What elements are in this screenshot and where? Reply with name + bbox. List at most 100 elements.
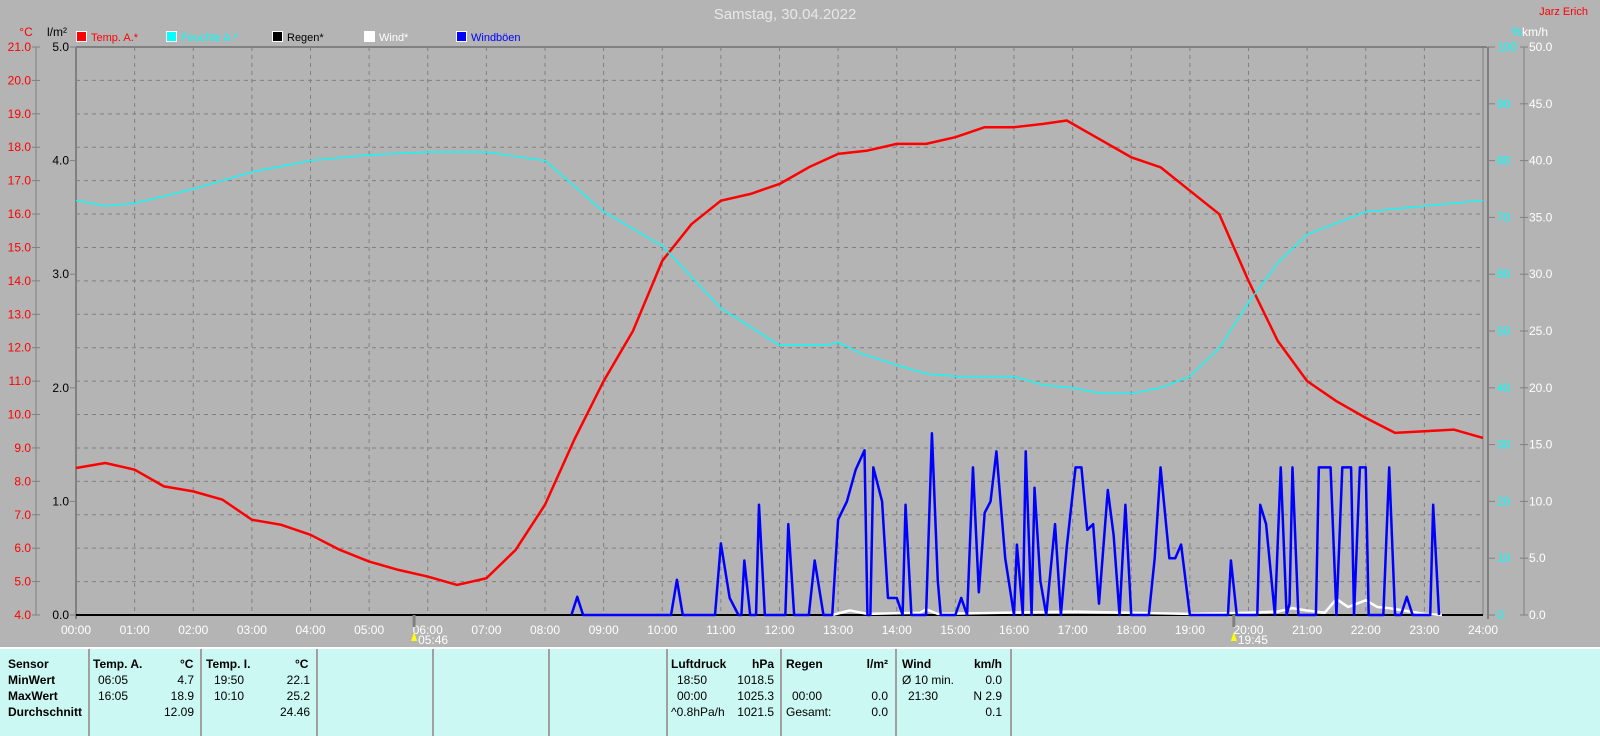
tempA-max-time: 16:05 — [98, 689, 129, 703]
x-tick-label: 11:00 — [706, 623, 735, 637]
legend-label: Temp. A.* — [91, 32, 139, 44]
legend-swatch — [456, 31, 467, 42]
wind-tick-label: 50.0 — [1529, 40, 1553, 54]
x-tick-label: 03:00 — [237, 623, 267, 637]
pressure-max-time: 00:00 — [677, 689, 708, 703]
wind-mean: 0.1 — [985, 705, 1002, 719]
temp-tick-label: 17.0 — [8, 174, 32, 188]
pressure-min-time: 18:50 — [677, 673, 708, 687]
humidity-tick-label: 90 — [1497, 97, 1511, 111]
legend-item: Windböen — [456, 31, 521, 44]
wind-tick-label: 25.0 — [1529, 324, 1553, 338]
author-label: Jarz Erich — [1539, 6, 1588, 18]
humidity-tick-label: 60 — [1497, 267, 1511, 281]
x-tick-label: 22:00 — [1351, 623, 1381, 637]
humidity-tick-label: 80 — [1497, 154, 1511, 168]
wind-tick-label: 0.0 — [1529, 608, 1546, 622]
temp-tick-label: 18.0 — [8, 140, 32, 154]
tempI-avg: 24.46 — [279, 705, 310, 719]
x-tick-label: 08:00 — [530, 623, 560, 637]
x-tick-label: 00:00 — [61, 623, 91, 637]
temp-tick-label: 4.0 — [14, 608, 31, 622]
humidity-tick-label: 100 — [1497, 40, 1517, 54]
pressure-max: 1025.3 — [737, 689, 774, 703]
humidity-tick-label: 10 — [1497, 551, 1511, 565]
temp-tick-label: 13.0 — [8, 307, 32, 321]
humidity-unit-label: % — [1511, 25, 1522, 39]
wind-tick-label: 30.0 — [1529, 267, 1553, 281]
stats-table: Sensor MinWert MaxWert Durchschnitt Temp… — [0, 647, 1600, 736]
tempI-header: Temp. I. — [206, 657, 251, 671]
rain-header: Regen — [786, 657, 823, 671]
wind-unit-label: km/h — [1522, 25, 1548, 39]
row-label-avg: Durchschnitt — [8, 705, 83, 719]
rain-total-label: Gesamt: — [786, 705, 832, 719]
x-tick-label: 12:00 — [764, 623, 794, 637]
legend-label: Regen* — [287, 32, 324, 44]
series-line-wind — [831, 597, 1443, 617]
temp-tick-label: 5.0 — [14, 575, 31, 589]
x-tick-label: 15:00 — [940, 623, 970, 637]
wind-max: N 2.9 — [973, 689, 1002, 703]
series-line-windböen — [570, 431, 1441, 617]
legend-label: Wind* — [379, 32, 409, 44]
temp-tick-label: 7.0 — [14, 508, 31, 522]
tempA-avg: 12.09 — [163, 705, 194, 719]
chart-title: Samstag, 30.04.2022 — [713, 6, 857, 23]
rain-max: 0.0 — [871, 689, 888, 703]
x-tick-label: 18:00 — [1116, 623, 1146, 637]
rain-tick-label: 1.0 — [52, 494, 69, 508]
x-tick-label: 01:00 — [120, 623, 150, 637]
wind-avg-label: Ø 10 min. — [902, 673, 955, 687]
temp-tick-label: 20.0 — [8, 73, 32, 87]
temp-tick-label: 10.0 — [8, 408, 32, 422]
wind-tick-label: 10.0 — [1529, 494, 1553, 508]
rain-unit-label: l/m² — [47, 25, 67, 39]
humidity-tick-label: 30 — [1497, 438, 1511, 452]
humidity-tick-label: 20 — [1497, 494, 1511, 508]
legend-item: Regen* — [272, 31, 324, 44]
x-tick-label: 02:00 — [178, 623, 208, 637]
temp-tick-label: 11.0 — [9, 374, 32, 388]
temp-tick-label: 12.0 — [8, 341, 32, 355]
wind-tick-label: 20.0 — [1529, 381, 1553, 395]
legend-swatch — [166, 31, 177, 42]
humidity-tick-label: 70 — [1497, 210, 1511, 224]
pressure-min: 1018.5 — [737, 673, 774, 687]
wind-max-time: 21:30 — [908, 689, 939, 703]
weather-chart: °C l/m²% km/h 4.0 5.0 6.0 7.0 8.0 9.0 10.0 11.0 12.… — [8, 25, 1553, 647]
temp-tick-label: 16.0 — [8, 207, 32, 221]
legend-swatch — [272, 31, 283, 42]
sunset-icon — [1230, 632, 1237, 641]
temp-tick-label: 6.0 — [14, 541, 31, 555]
sunset-time: 19:45 — [1238, 633, 1268, 647]
x-tick-label: 19:00 — [1175, 623, 1205, 637]
legend-label: Feuchte A.* — [181, 32, 238, 44]
x-tick-label: 20:00 — [1233, 623, 1263, 637]
rain-tick-label: 0.0 — [52, 608, 69, 622]
pressure-unit: hPa — [751, 657, 774, 671]
legend-label: Windböen — [471, 32, 521, 44]
pressure-trend: ^0.8hPa/h — [671, 705, 725, 719]
pressure-avg: 1021.5 — [737, 705, 774, 719]
pressure-header: Luftdruck — [671, 657, 727, 671]
x-tick-label: 14:00 — [882, 623, 912, 637]
row-label-min: MinWert — [8, 673, 56, 687]
humidity-tick-label: 50 — [1497, 324, 1511, 338]
wind-header: Wind — [902, 657, 932, 671]
temp-tick-label: 8.0 — [14, 474, 31, 488]
x-tick-label: 07:00 — [471, 623, 501, 637]
legend-item: Temp. A.* — [76, 31, 138, 44]
wind-unit: km/h — [973, 657, 1002, 671]
sunrise-time: 05:46 — [418, 633, 448, 647]
humidity-tick-label: 40 — [1497, 381, 1511, 395]
tempI-max-time: 10:10 — [214, 689, 245, 703]
legend-swatch — [76, 31, 87, 42]
x-tick-label: 17:00 — [1058, 623, 1088, 637]
wind-tick-label: 40.0 — [1529, 154, 1553, 168]
sensor-header: Sensor — [8, 657, 49, 671]
rain-tick-label: 3.0 — [52, 267, 69, 281]
series-line-feuchte-a — [75, 151, 1484, 395]
tempA-max: 18.9 — [170, 689, 194, 703]
x-tick-label: 21:00 — [1292, 623, 1322, 637]
